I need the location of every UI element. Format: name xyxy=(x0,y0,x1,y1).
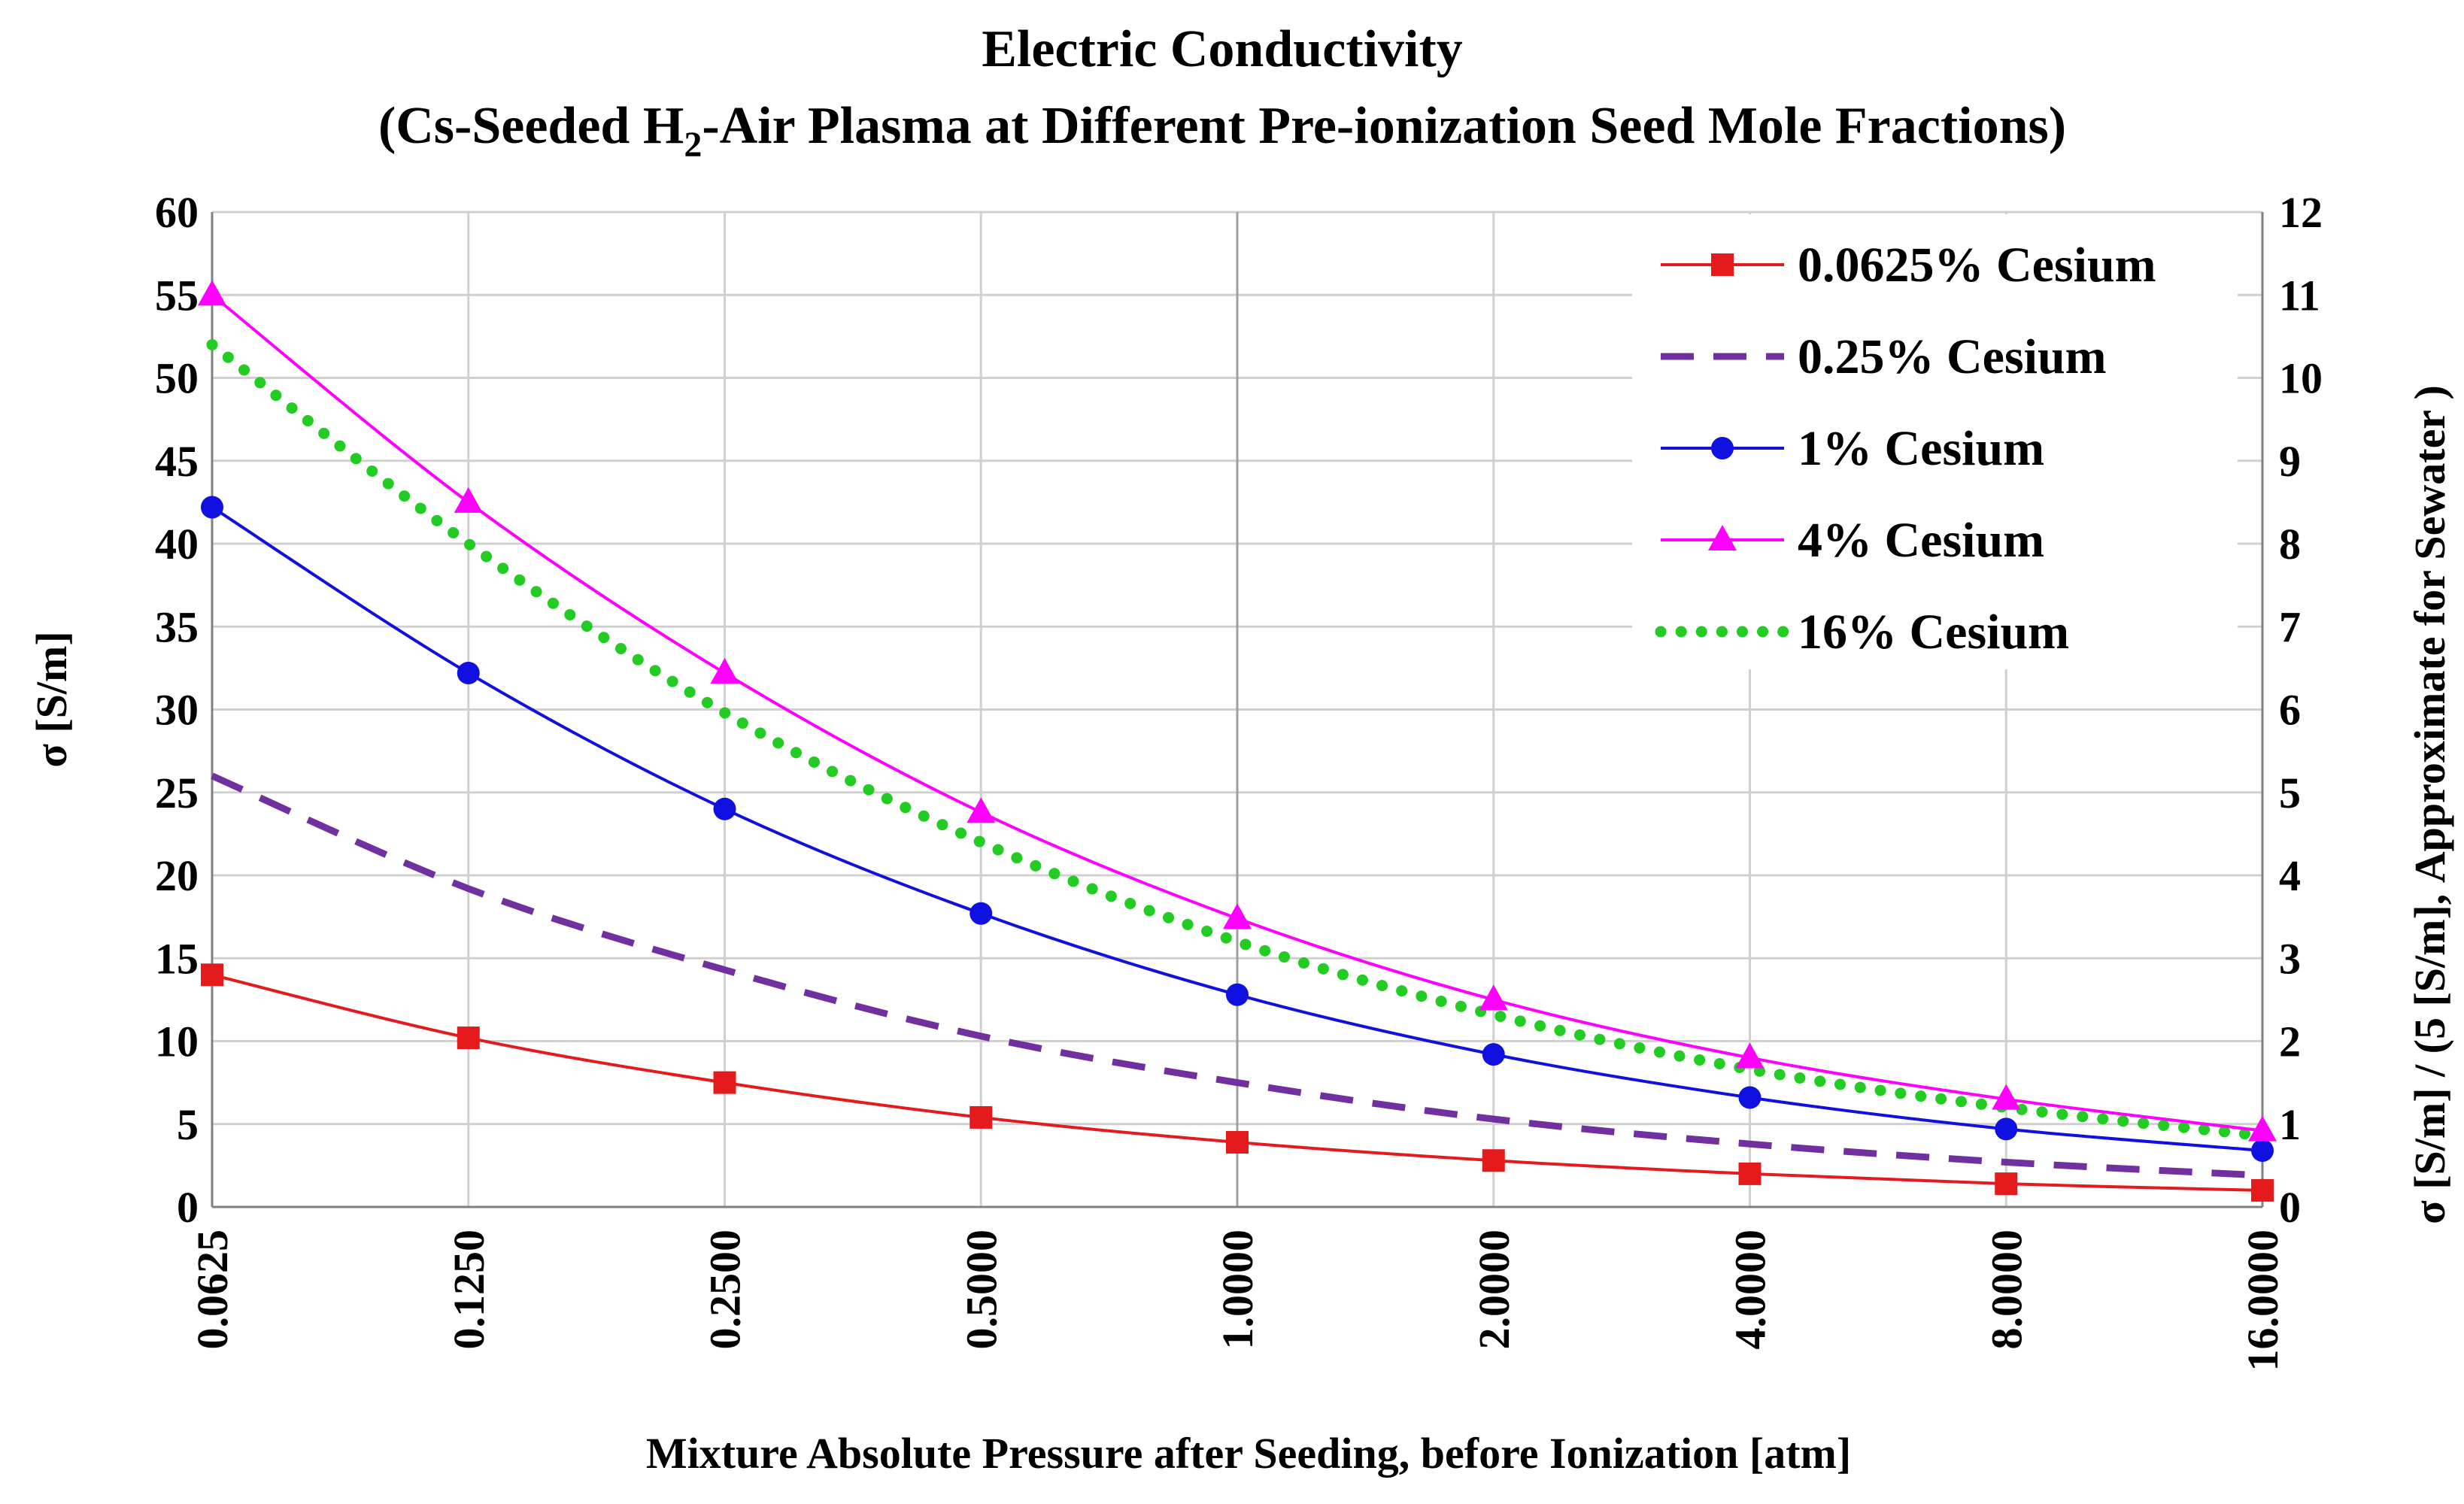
x-tick-label: 0.5000 xyxy=(957,1230,1006,1350)
chart-title: Electric Conductivity xyxy=(982,20,1463,78)
subtitle-suffix: -Air Plasma at Different Pre-ionization … xyxy=(702,97,2066,155)
legend-box xyxy=(1632,214,2238,669)
y-tick-label: 40 xyxy=(155,520,199,569)
data-point xyxy=(970,902,993,925)
data-point xyxy=(713,1071,736,1094)
legend-item-2: 1% Cesium xyxy=(1661,421,2044,476)
x-tick-label: 0.0625 xyxy=(188,1230,237,1350)
x-tick-label: 16.0000 xyxy=(2238,1230,2287,1372)
legend-label: 0.0625% Cesium xyxy=(1798,238,2156,293)
legend-label: 0.25% Cesium xyxy=(1798,329,2107,384)
x-tick-label: 4.0000 xyxy=(1726,1230,1775,1350)
y-tick-label: 55 xyxy=(155,271,199,320)
y2-tick-label: 0 xyxy=(2279,1183,2301,1232)
series-2 xyxy=(201,496,2274,1163)
data-point xyxy=(201,963,223,987)
data-point xyxy=(457,661,480,684)
data-point xyxy=(1738,1162,1762,1185)
data-point xyxy=(1995,1172,2018,1196)
y-axis-label: σ [S/m] xyxy=(27,631,76,767)
y-tick-label: 15 xyxy=(155,934,199,983)
data-point xyxy=(710,657,739,684)
series-line xyxy=(211,505,2263,1153)
x-tick-label: 0.1250 xyxy=(445,1230,493,1350)
y-tick-label: 20 xyxy=(155,851,199,900)
series-group xyxy=(198,280,2277,1202)
y2-tick-label: 12 xyxy=(2279,188,2323,237)
y-tick-label: 60 xyxy=(155,188,199,237)
x-tick-label: 0.2500 xyxy=(701,1230,750,1350)
x-tick-label: 1.0000 xyxy=(1213,1230,1262,1350)
y-tick-label: 5 xyxy=(177,1100,199,1149)
series-3 xyxy=(198,280,2277,1142)
data-point xyxy=(2248,1115,2277,1142)
x-axis-label: Mixture Absolute Pressure after Seeding,… xyxy=(646,1429,1851,1478)
legend-label: 4% Cesium xyxy=(1798,513,2044,568)
axes xyxy=(211,212,2264,1208)
legend-item-4: 16% Cesium xyxy=(1655,605,2069,660)
y-tick-label: 0 xyxy=(177,1183,199,1232)
data-point xyxy=(457,1026,480,1050)
y2-tick-label: 11 xyxy=(2279,271,2320,320)
subtitle-subscript: 2 xyxy=(684,125,702,165)
y-tick-label: 50 xyxy=(155,354,199,403)
data-point xyxy=(454,487,483,513)
x-tick-label: 2.0000 xyxy=(1470,1230,1519,1350)
y2-tick-label: 6 xyxy=(2279,686,2301,735)
y2-tick-label: 3 xyxy=(2279,934,2301,983)
legend-label: 1% Cesium xyxy=(1798,421,2044,476)
y2-tick-label: 2 xyxy=(2279,1017,2301,1066)
data-point xyxy=(1226,1131,1249,1154)
y2-tick-label: 7 xyxy=(2279,602,2301,651)
data-point xyxy=(1482,1043,1505,1066)
series-4 xyxy=(206,338,2268,1142)
y-tick-label: 30 xyxy=(155,686,199,735)
data-point xyxy=(1482,1149,1505,1172)
data-point xyxy=(2251,1139,2274,1163)
legend-marker xyxy=(1711,437,1734,459)
legend: 0.0625% Cesium 0.25% Cesium 1% Cesium 4% Ce… xyxy=(1632,214,2238,669)
data-point xyxy=(2251,1178,2274,1202)
legend-item-3: 4% Cesium xyxy=(1661,513,2044,568)
x-tick-label: 8.0000 xyxy=(1982,1230,2031,1350)
legend-item-0: 0.0625% Cesium xyxy=(1661,238,2156,293)
data-point xyxy=(1992,1084,2021,1110)
series-1 xyxy=(211,772,2263,1179)
legend-item-1: 0.25% Cesium xyxy=(1661,329,2107,384)
data-point xyxy=(1226,983,1249,1006)
data-point xyxy=(713,797,736,820)
y2-tick-label: 8 xyxy=(2279,520,2301,569)
series-line xyxy=(211,293,2263,1133)
y2-tick-label: 10 xyxy=(2279,354,2323,403)
data-point xyxy=(1995,1117,2018,1141)
y-tick-label: 35 xyxy=(155,602,199,651)
chart-subtitle: (Cs-Seeded H2-Air Plasma at Different Pr… xyxy=(378,97,2066,165)
data-point xyxy=(1735,1042,1765,1069)
y2-tick-label: 9 xyxy=(2279,437,2301,486)
subtitle-prefix: (Cs-Seeded H xyxy=(378,97,684,155)
legend-marker xyxy=(1708,525,1737,550)
data-point xyxy=(966,797,996,823)
tick-labels: 0510152025303540455055600123456789101112… xyxy=(155,188,2323,1372)
y-tick-label: 25 xyxy=(155,769,199,817)
series-line xyxy=(206,338,2268,1142)
data-point xyxy=(1223,903,1252,929)
y-tick-label: 45 xyxy=(155,437,199,486)
series-line xyxy=(211,772,2263,1179)
data-point xyxy=(198,280,226,306)
y2-axis-label: σ [S/m] / (5 [S/m], Approximate for Sewa… xyxy=(2405,385,2454,1224)
legend-label: 16% Cesium xyxy=(1798,605,2069,660)
y2-tick-label: 4 xyxy=(2279,851,2301,900)
data-point xyxy=(1479,984,1508,1011)
data-point xyxy=(201,496,223,519)
y2-tick-label: 5 xyxy=(2279,769,2301,817)
y-tick-label: 10 xyxy=(155,1017,199,1066)
y2-tick-label: 1 xyxy=(2279,1100,2301,1149)
data-point xyxy=(1738,1086,1762,1109)
series-0 xyxy=(201,963,2274,1202)
data-point xyxy=(970,1105,993,1129)
legend-marker xyxy=(1711,253,1734,276)
